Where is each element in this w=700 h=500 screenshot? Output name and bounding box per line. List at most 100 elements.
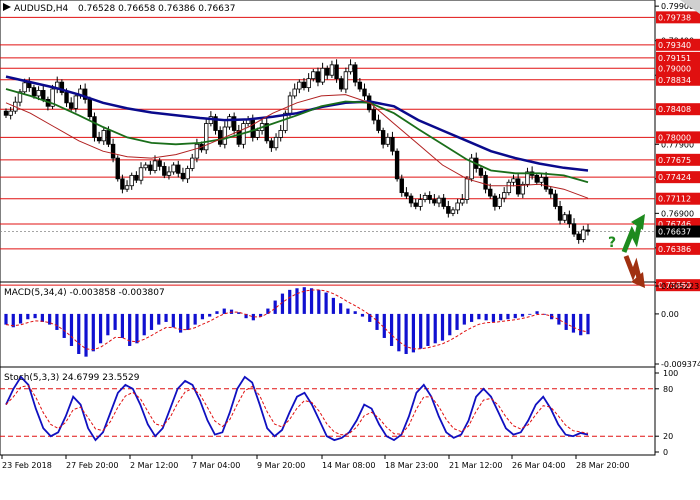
macd-bar [208,313,212,317]
level-label-box [656,192,700,205]
price-tick-label: 0.79900 [661,2,694,11]
level-label-box [656,171,700,184]
macd-bar [375,313,379,330]
x-axis-label: 9 Mar 20:00 [257,461,305,470]
candle-body [311,71,316,80]
price-pane [0,0,656,303]
x-axis-label: 14 Mar 08:00 [322,461,375,470]
candle-body [441,197,446,207]
candle-body [343,71,349,90]
candle-body [255,130,260,138]
macd-bar [419,313,423,349]
candle-body [460,199,465,204]
macd-bar [360,313,365,317]
price-tick-label: 0.76900 [661,209,694,218]
level-label: 0.78408 [658,105,691,114]
candle-body [231,116,237,131]
moving-average-red [5,94,589,199]
candle-body [8,110,13,116]
candle-body [404,192,409,197]
level-label: 0.79738 [658,13,691,22]
macd-bar [62,313,66,338]
macd-bar [259,313,263,317]
macd-bar [520,313,525,317]
macd-bar [302,287,306,314]
candle-body [129,174,134,187]
macd-bar [557,313,561,325]
macd-bar [426,313,430,346]
candle-body [450,209,456,214]
macd-bar [317,289,321,314]
stoch-tick-label: 80 [663,385,673,394]
macd-bar [564,313,568,330]
price-tick-label: 0.77900 [661,140,694,149]
candle-body [176,164,181,174]
candle-body [87,98,93,118]
macd-bar [120,313,124,338]
candle-body [92,116,97,138]
candle-body [64,92,69,104]
macd-bar [353,311,357,314]
macd-bar [135,313,139,344]
level-label: 0.79000 [658,64,691,73]
candle-body [106,130,111,145]
level-label: 0.76386 [658,245,691,254]
candle-body [422,194,428,200]
macd-bar [440,313,445,341]
corner-fold-icon [680,0,700,14]
candle-body [418,199,423,207]
candle-body [520,183,526,195]
candle-body [287,95,293,114]
moving-average-green [5,88,589,184]
candle-body [436,197,442,204]
candle-body [278,130,283,138]
candle-body [394,150,400,180]
macd-bar [113,313,117,330]
macd-bar [455,313,459,330]
candle-body [525,171,530,185]
candle-body [273,136,279,149]
macd-bar [579,313,583,336]
macd-bar [193,313,197,325]
stoch-tick-label: 100 [663,369,678,378]
candle-body [390,136,395,152]
stoch-label: Stoch(5,3,3) 24.6799 23.5529 [4,373,140,383]
candle-body [50,88,55,107]
corner-triangle-icon[interactable] [3,3,11,11]
candle-body [124,185,130,190]
candle-body [408,195,414,204]
macd-bar [164,313,168,322]
level-label-box [656,51,700,64]
x-axis-label: 26 Mar 04:00 [512,461,565,470]
candle-body [134,174,139,181]
macd-bar [98,313,103,344]
stoch-tick-label: 20 [663,432,673,441]
x-axis-label: 7 Mar 04:00 [192,461,240,470]
macd-bar [186,313,190,330]
macd-bar [433,313,437,344]
stoch-main-line [5,375,589,442]
macd-bar [106,313,110,336]
macd-bar [251,313,255,321]
candle-body [501,192,507,199]
stoch-pane [0,366,656,456]
candle-body [427,194,432,200]
candle-body [217,130,223,145]
macd-signal-line [5,289,589,351]
candle-body [227,116,232,128]
arrow-up-icon [621,214,645,253]
candle-body [455,202,460,211]
candle-body [204,123,209,151]
macd-bar [339,303,343,314]
level-label-box [656,242,700,255]
candle-body [110,143,116,159]
macd-bar [222,308,226,314]
macd-label: MACD(5,34,4) -0.003858 -0.003807 [4,288,165,298]
candle-body [96,136,102,142]
candle-body [432,199,437,204]
moving-average-blue [5,75,589,172]
x-axis-label: 18 Mar 23:00 [385,461,438,470]
candle-body [194,143,200,159]
level-label: 0.79340 [658,41,691,50]
